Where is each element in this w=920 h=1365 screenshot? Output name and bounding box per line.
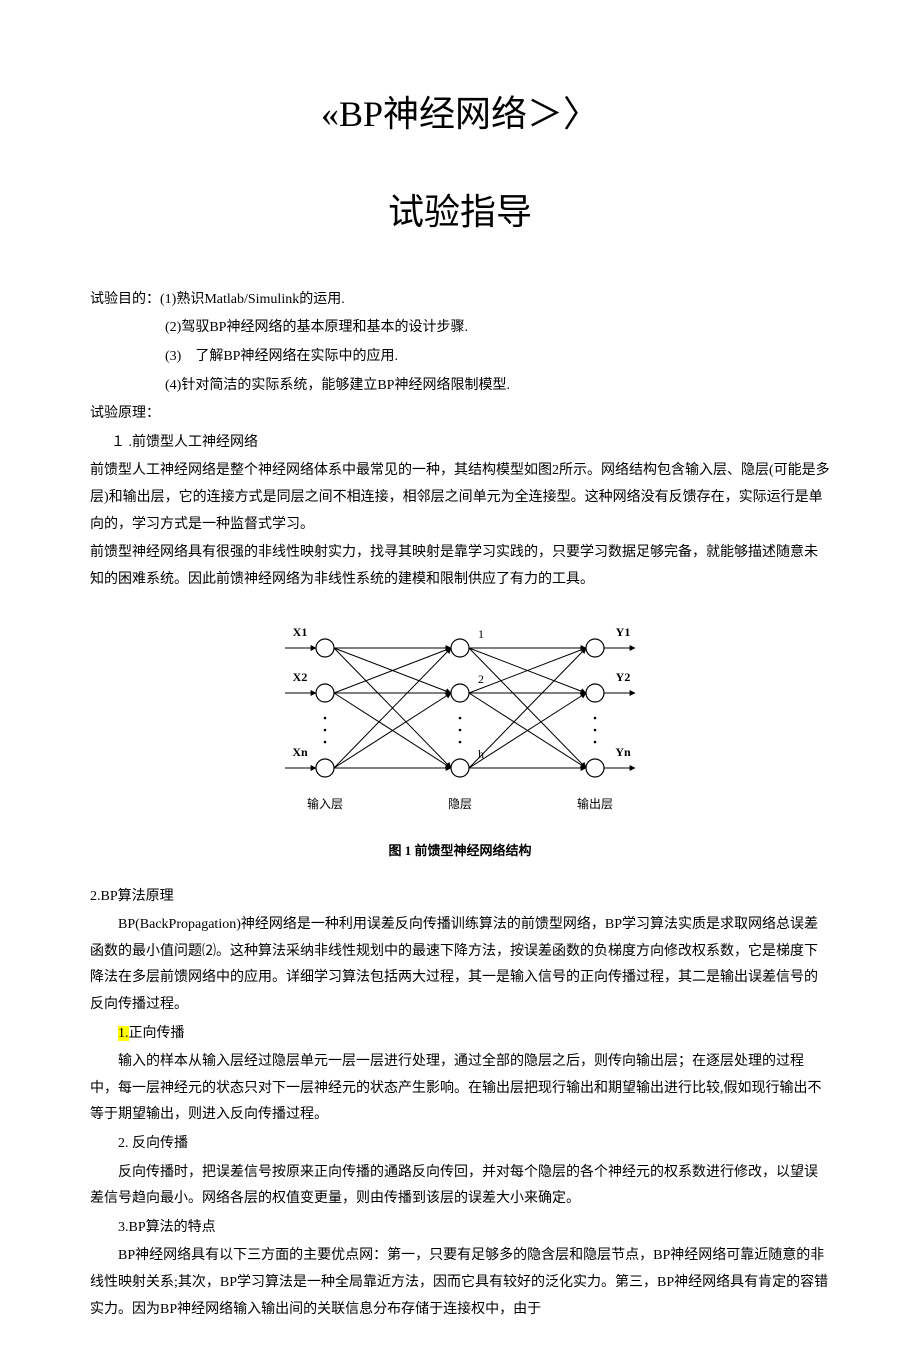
svg-text:Xn: Xn xyxy=(292,745,308,759)
goal-1: (1)熟识Matlab/Simulink的运用. xyxy=(160,292,345,307)
goal-3: (3) 了解BP神经网络在实际中的应用. xyxy=(165,344,830,371)
svg-text:Yn: Yn xyxy=(615,745,631,759)
svg-text:Y2: Y2 xyxy=(616,670,631,684)
section1-p1: 前馈型人工神经网络是整个神经网络体系中最常见的一种，其结构模型如图2所示。网络结… xyxy=(90,458,830,538)
sub2-heading: 2. 反向传播 xyxy=(90,1131,830,1158)
sub2-p: 反向传播时，把误差信号按原来正向传播的通路反向传回，并对每个隐层的各个神经元的权… xyxy=(90,1160,830,1213)
goals-label: 试验目的： xyxy=(90,292,160,307)
svg-text:h: h xyxy=(478,747,484,761)
network-diagram: X1 X2 Xn Y1 Y2 Yn 1 2 h 输入层 隐层 输出层 图 1 前馈型神经网络结构 xyxy=(90,618,830,863)
title-sub: 试验指导 xyxy=(90,178,830,246)
sub1-p: 输入的样本从输入层经过隐层单元一层一层进行处理，通过全部的隐层之后，则传向输出层… xyxy=(90,1049,830,1129)
section1-num: １ .前馈型人工神经网络 xyxy=(90,430,830,457)
sub1-heading: 1.正向传播 xyxy=(90,1021,830,1048)
sub1-title: 正向传播 xyxy=(129,1026,185,1041)
goal-2: (2)驾驭BP神经网络的基本原理和基本的设计步骤. xyxy=(165,315,830,342)
section2-p1: BP(BackPropagation)神经网络是一种利用误差反向传播训练算法的前… xyxy=(90,912,830,1018)
svg-text:输出层: 输出层 xyxy=(577,796,613,811)
svg-text:X2: X2 xyxy=(293,670,308,684)
goal-4: (4)针对简洁的实际系统，能够建立BP神经网络限制模型. xyxy=(165,373,830,400)
sub3-p: BP神经网络具有以下三方面的主要优点网：第一，只要有足够多的隐含层和隐层节点，B… xyxy=(90,1243,830,1323)
title-main: «BP神经网络＞〉 xyxy=(90,80,830,148)
goals-line-1: 试验目的：(1)熟识Matlab/Simulink的运用. xyxy=(90,287,830,314)
svg-text:2: 2 xyxy=(478,672,484,686)
svg-text:输入层: 输入层 xyxy=(307,796,343,811)
section1-p2: 前馈型神经网络具有很强的非线性映射实力，找寻其映射是靠学习实践的，只要学习数据足… xyxy=(90,540,830,593)
svg-text:1: 1 xyxy=(478,627,484,641)
sub1-num-highlight: 1. xyxy=(118,1026,129,1041)
principle-label: 试验原理： xyxy=(90,401,830,428)
section2-heading: 2.BP算法原理 xyxy=(90,884,830,911)
diagram-caption: 图 1 前馈型神经网络结构 xyxy=(90,839,830,864)
svg-text:隐层: 隐层 xyxy=(448,797,472,811)
goals-indent: (2)驾驭BP神经网络的基本原理和基本的设计步骤. (3) 了解BP神经网络在实… xyxy=(90,315,830,399)
svg-text:Y1: Y1 xyxy=(616,625,631,639)
svg-text:X1: X1 xyxy=(293,625,308,639)
network-svg: X1 X2 Xn Y1 Y2 Yn 1 2 h 输入层 隐层 输出层 xyxy=(270,618,650,818)
sub3-heading: 3.BP算法的特点 xyxy=(90,1215,830,1242)
